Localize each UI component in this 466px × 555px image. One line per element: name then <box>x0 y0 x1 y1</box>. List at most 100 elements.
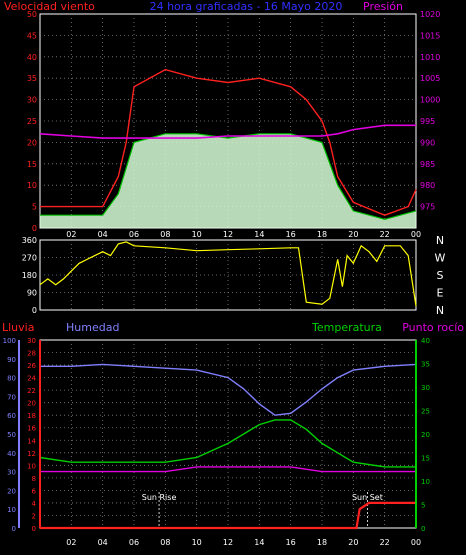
rain-line <box>40 501 416 530</box>
compass-label: N <box>436 234 444 247</box>
x-tick-label: 18 <box>317 230 327 239</box>
x-tick-label: 16 <box>286 538 296 547</box>
x-tick-label: 12 <box>223 538 233 547</box>
pressure-y-tick-label: 985 <box>420 160 435 169</box>
humidity-y-tick-label: 60 <box>7 412 16 420</box>
pressure-y-tick-label: 995 <box>420 117 435 126</box>
rain-y-tick-label: 26 <box>27 362 36 370</box>
x-tick-label: 02 <box>66 538 76 547</box>
rain-y-tick-label: 14 <box>27 437 36 445</box>
x-tick-label: 22 <box>380 538 390 547</box>
sunset-label: Sun Set <box>352 493 383 502</box>
wind-y-tick-label: 20 <box>27 138 37 147</box>
x-tick-label: 22 <box>380 230 390 239</box>
wind-direction-line <box>39 241 417 307</box>
pressure-y-tick-label: 1005 <box>420 74 440 83</box>
pressure-y-axis: 975 980 985 990 995 1000 1005 1010 1015 1020 <box>420 10 440 212</box>
pressure-y-tick-label: 990 <box>420 138 435 147</box>
rain-y-tick-label: 6 <box>32 487 37 495</box>
direction-y-axis: 0 90 180 270 360 <box>22 236 37 315</box>
temperature-y-tick-label: 35 <box>421 361 430 369</box>
humidity-y-tick-label: 80 <box>7 375 16 383</box>
x-tick-label: 06 <box>129 230 139 239</box>
wind-fill-polygon <box>40 133 416 228</box>
rain-y-tick-label: 2 <box>32 512 36 520</box>
pressure-y-tick-label: 1020 <box>420 10 440 19</box>
humidity-label: Humedad <box>66 321 119 334</box>
wind-y-tick-label: 45 <box>27 31 37 40</box>
wind-y-tick-label: 5 <box>32 203 37 212</box>
wind-y-tick-label: 0 <box>32 224 37 233</box>
x-tick-label: 02 <box>66 230 76 239</box>
pressure-y-tick-label: 1000 <box>420 96 440 105</box>
atmosphere-series: Sun Rise Sun Set <box>39 363 417 530</box>
wind-speed-line <box>40 68 417 216</box>
humidity-y-axis: 0 10 20 30 40 50 60 70 80 90 100 <box>3 337 20 533</box>
direction-y-tick-label: 0 <box>32 306 37 315</box>
pressure-y-tick-label: 1010 <box>420 53 440 62</box>
wind-y-tick-label: 35 <box>27 74 37 83</box>
x-tick-label: 06 <box>129 538 139 547</box>
wind-y-tick-label: 25 <box>27 117 37 126</box>
x-tick-label: 20 <box>348 230 358 239</box>
rain-y-tick-label: 12 <box>27 450 36 458</box>
rain-y-tick-label: 24 <box>27 375 36 383</box>
wind-y-tick-label: 50 <box>27 10 37 19</box>
rain-y-tick-label: 10 <box>27 462 36 470</box>
wind-speed-label: Velocidad viento <box>4 0 95 13</box>
sunrise-label: Sun Rise <box>142 493 177 502</box>
humidity-y-tick-label: 0 <box>12 525 16 533</box>
temperature-y-tick-label: 10 <box>421 478 430 486</box>
wind-average-line <box>40 133 417 221</box>
compass-label: S <box>437 269 444 282</box>
direction-y-tick-label: 90 <box>27 289 37 298</box>
x-tick-label: 00 <box>411 230 421 239</box>
chart-title: 24 hora graficadas - 16 Mayo 2020 <box>150 0 343 13</box>
temperature-y-tick-label: 15 <box>421 455 430 463</box>
direction-series <box>39 241 417 307</box>
x-tick-label: 14 <box>254 230 264 239</box>
temperature-label: Temperatura <box>311 321 382 334</box>
compass-label: E <box>437 287 444 300</box>
pressure-y-tick-label: 980 <box>420 181 435 190</box>
compass-label: N <box>436 304 444 317</box>
pressure-label: Presión <box>363 0 403 13</box>
atmosphere-x-axis: 02 04 06 08 10 12 14 16 18 20 22 00 <box>66 538 421 547</box>
humidity-y-tick-label: 30 <box>7 469 16 477</box>
direction-y-tick-label: 360 <box>22 236 37 245</box>
rain-y-tick-label: 0 <box>32 525 36 533</box>
humidity-y-tick-label: 20 <box>7 487 16 495</box>
atmosphere-panel-grid <box>40 340 416 528</box>
wind-x-axis: 02 04 06 08 10 12 14 16 18 20 22 00 <box>66 230 421 239</box>
temperature-y-tick-label: 0 <box>421 525 425 533</box>
temperature-y-axis: 0 5 10 15 20 25 30 35 40 <box>415 337 430 533</box>
wind-fill-area <box>40 133 416 228</box>
humidity-y-tick-label: 40 <box>7 450 16 458</box>
rain-y-tick-label: 28 <box>27 350 36 358</box>
x-tick-label: 20 <box>348 538 358 547</box>
temperature-y-tick-label: 5 <box>421 502 425 510</box>
dewpoint-label: Punto rocío <box>402 321 464 334</box>
pressure-line <box>39 124 416 139</box>
temperature-y-tick-label: 30 <box>421 384 430 392</box>
humidity-y-tick-label: 50 <box>7 431 16 439</box>
humidity-y-tick-label: 100 <box>3 337 16 345</box>
dewpoint-line <box>40 466 416 473</box>
rain-y-tick-label: 16 <box>27 425 36 433</box>
temperature-y-tick-label: 20 <box>421 431 430 439</box>
x-tick-label: 18 <box>317 538 327 547</box>
wind-y-axis: 0 5 10 15 20 25 30 35 40 45 50 <box>27 10 37 233</box>
temperature-line <box>39 419 416 468</box>
x-tick-label: 12 <box>223 230 233 239</box>
direction-y-tick-label: 270 <box>22 254 37 263</box>
rain-y-tick-label: 20 <box>27 400 36 408</box>
pressure-y-tick-label: 975 <box>420 203 435 212</box>
humidity-y-tick-label: 90 <box>7 356 16 364</box>
humidity-line <box>40 363 417 416</box>
x-tick-label: 00 <box>411 538 421 547</box>
